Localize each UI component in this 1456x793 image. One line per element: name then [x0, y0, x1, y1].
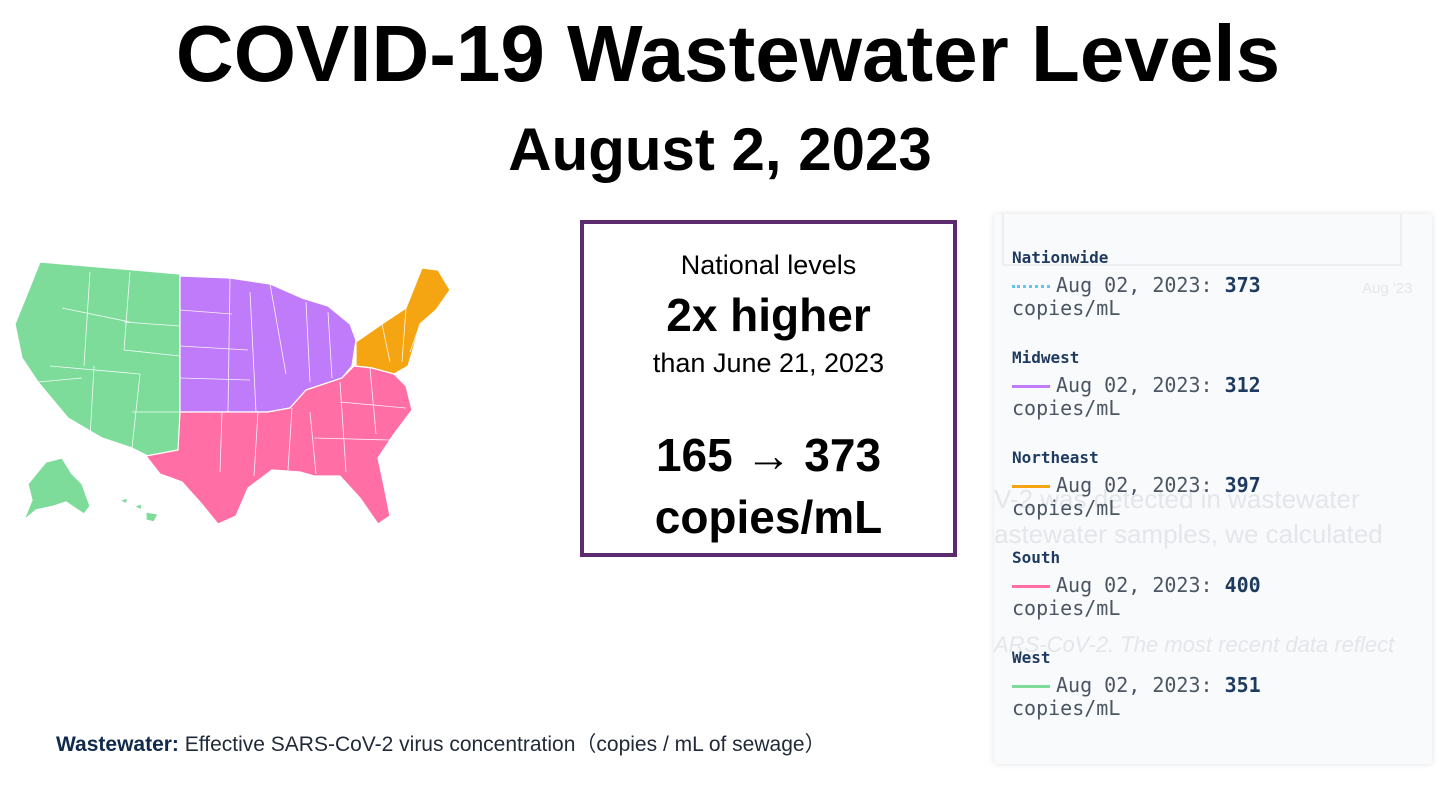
- entry-date: Aug 02, 2023:: [1056, 473, 1213, 497]
- entry-name: Northeast: [1012, 448, 1099, 467]
- entry-value: 351: [1224, 673, 1261, 697]
- map-region-west-hawaii: [119, 497, 159, 523]
- legend-swatch-icon: [1012, 585, 1050, 588]
- summary-label: National levels: [680, 250, 857, 280]
- entry-name: Nationwide: [1012, 248, 1109, 267]
- background-text-line: V-2 was detected in wastewater: [994, 484, 1360, 514]
- summary-values: 165 → 373 copies/mL: [584, 424, 953, 548]
- us-region-map: [14, 262, 451, 525]
- summary-headline: 2x higher: [666, 289, 871, 341]
- entry-unit: copies/mL: [1012, 496, 1121, 520]
- regional-tooltip-panel: Aug '23 V-2 was detected in wastewater a…: [994, 214, 1432, 764]
- caption-label: Wastewater:: [56, 733, 179, 756]
- entry-unit: copies/mL: [1012, 596, 1121, 620]
- entry-date: Aug 02, 2023:: [1056, 373, 1213, 397]
- entry-value: 400: [1224, 573, 1261, 597]
- legend-swatch-icon: [1012, 685, 1050, 688]
- entry-date: Aug 02, 2023:: [1056, 673, 1213, 697]
- entry-name: West: [1012, 648, 1051, 667]
- entry-unit: copies/mL: [1012, 296, 1121, 320]
- entry-date: Aug 02, 2023:: [1056, 573, 1213, 597]
- wastewater-caption: Wastewater: Effective SARS-CoV-2 virus c…: [56, 728, 826, 758]
- background-text-line: astewater samples, we calculated: [994, 519, 1383, 549]
- entry-unit: copies/mL: [1012, 396, 1121, 420]
- entry-value: 373: [1224, 273, 1261, 297]
- map-region-south: [145, 365, 413, 525]
- national-summary-box: National levels 2x higher than June 21, …: [580, 220, 957, 557]
- map-region-west-alaska: [23, 457, 91, 521]
- background-chart-frame: [1002, 214, 1402, 266]
- legend-swatch-icon: [1012, 485, 1050, 488]
- background-axis-label: Aug '23: [1362, 280, 1413, 297]
- entry-unit: copies/mL: [1012, 696, 1121, 720]
- page-subtitle: August 2, 2023: [508, 116, 932, 183]
- summary-unit: copies/mL: [654, 491, 883, 543]
- map-region-northeast: [355, 267, 451, 375]
- summary-comparison: than June 21, 2023: [652, 348, 885, 378]
- entry-name: South: [1012, 548, 1061, 567]
- background-text-line: ARS-CoV-2. The most recent data reflect: [994, 632, 1395, 657]
- entry-value: 312: [1224, 373, 1261, 397]
- entry-name: Midwest: [1012, 348, 1080, 367]
- tooltip-entry-south: South Aug 02, 2023: 400 copies/mL: [1012, 548, 1261, 619]
- page-title: COVID-19 Wastewater Levels: [175, 9, 1281, 98]
- entry-value: 397: [1224, 473, 1261, 497]
- tooltip-entry-midwest: Midwest Aug 02, 2023: 312 copies/mL: [1012, 348, 1261, 419]
- summary-value-change: 165 → 373: [655, 429, 882, 481]
- tooltip-entry-northeast: Northeast Aug 02, 2023: 397 copies/mL: [1012, 448, 1261, 519]
- tooltip-entry-west: West Aug 02, 2023: 351 copies/mL: [1012, 648, 1261, 719]
- tooltip-entry-nationwide: Nationwide Aug 02, 2023: 373 copies/mL: [1012, 248, 1261, 319]
- legend-swatch-icon: [1012, 385, 1050, 388]
- legend-swatch-icon: [1012, 285, 1050, 288]
- entry-date: Aug 02, 2023:: [1056, 273, 1213, 297]
- caption-text: Effective SARS-CoV-2 virus concentration…: [184, 733, 826, 756]
- map-region-west: [14, 262, 181, 457]
